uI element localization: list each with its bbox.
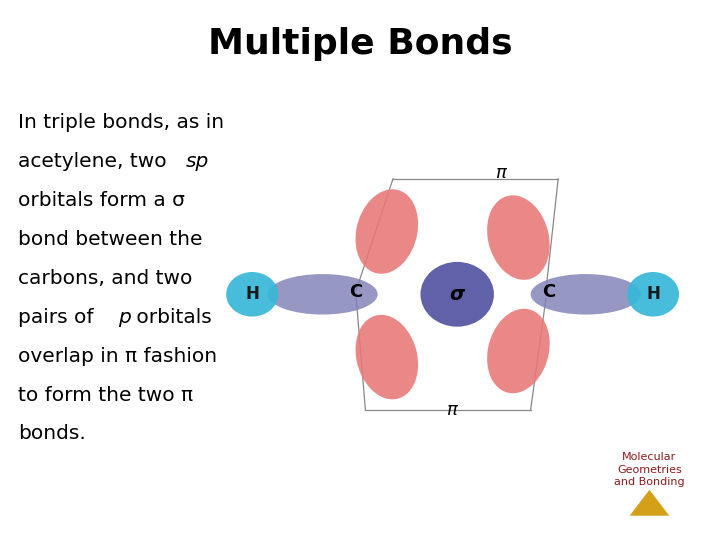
Text: pairs of: pairs of bbox=[18, 308, 100, 327]
Text: Molecular
Geometries
and Bonding: Molecular Geometries and Bonding bbox=[614, 453, 685, 487]
Text: orbitals: orbitals bbox=[130, 308, 212, 327]
Text: p: p bbox=[119, 308, 131, 327]
Ellipse shape bbox=[356, 190, 418, 274]
Text: sp: sp bbox=[186, 152, 209, 171]
Text: H: H bbox=[646, 285, 660, 303]
Ellipse shape bbox=[420, 262, 494, 327]
Ellipse shape bbox=[356, 315, 418, 399]
Ellipse shape bbox=[226, 272, 278, 316]
Text: π: π bbox=[495, 164, 505, 182]
Text: Multiple Bonds: Multiple Bonds bbox=[207, 27, 513, 61]
Text: C: C bbox=[350, 284, 363, 301]
Ellipse shape bbox=[627, 272, 679, 316]
Text: bond between the: bond between the bbox=[18, 230, 202, 249]
Text: π: π bbox=[446, 401, 456, 418]
Text: to form the two π: to form the two π bbox=[18, 386, 193, 404]
Text: orbitals form a σ: orbitals form a σ bbox=[18, 191, 185, 210]
Ellipse shape bbox=[531, 274, 641, 314]
Text: σ: σ bbox=[449, 285, 465, 304]
Text: overlap in π fashion: overlap in π fashion bbox=[18, 347, 217, 366]
Text: In triple bonds, as in: In triple bonds, as in bbox=[18, 113, 224, 132]
Text: acetylene, two: acetylene, two bbox=[18, 152, 173, 171]
Ellipse shape bbox=[267, 274, 377, 314]
Text: carbons, and two: carbons, and two bbox=[18, 269, 192, 288]
Text: C: C bbox=[542, 284, 556, 301]
Ellipse shape bbox=[487, 195, 549, 280]
Ellipse shape bbox=[487, 309, 549, 393]
Text: bonds.: bonds. bbox=[18, 424, 86, 443]
Text: H: H bbox=[246, 285, 259, 303]
Polygon shape bbox=[629, 490, 670, 516]
